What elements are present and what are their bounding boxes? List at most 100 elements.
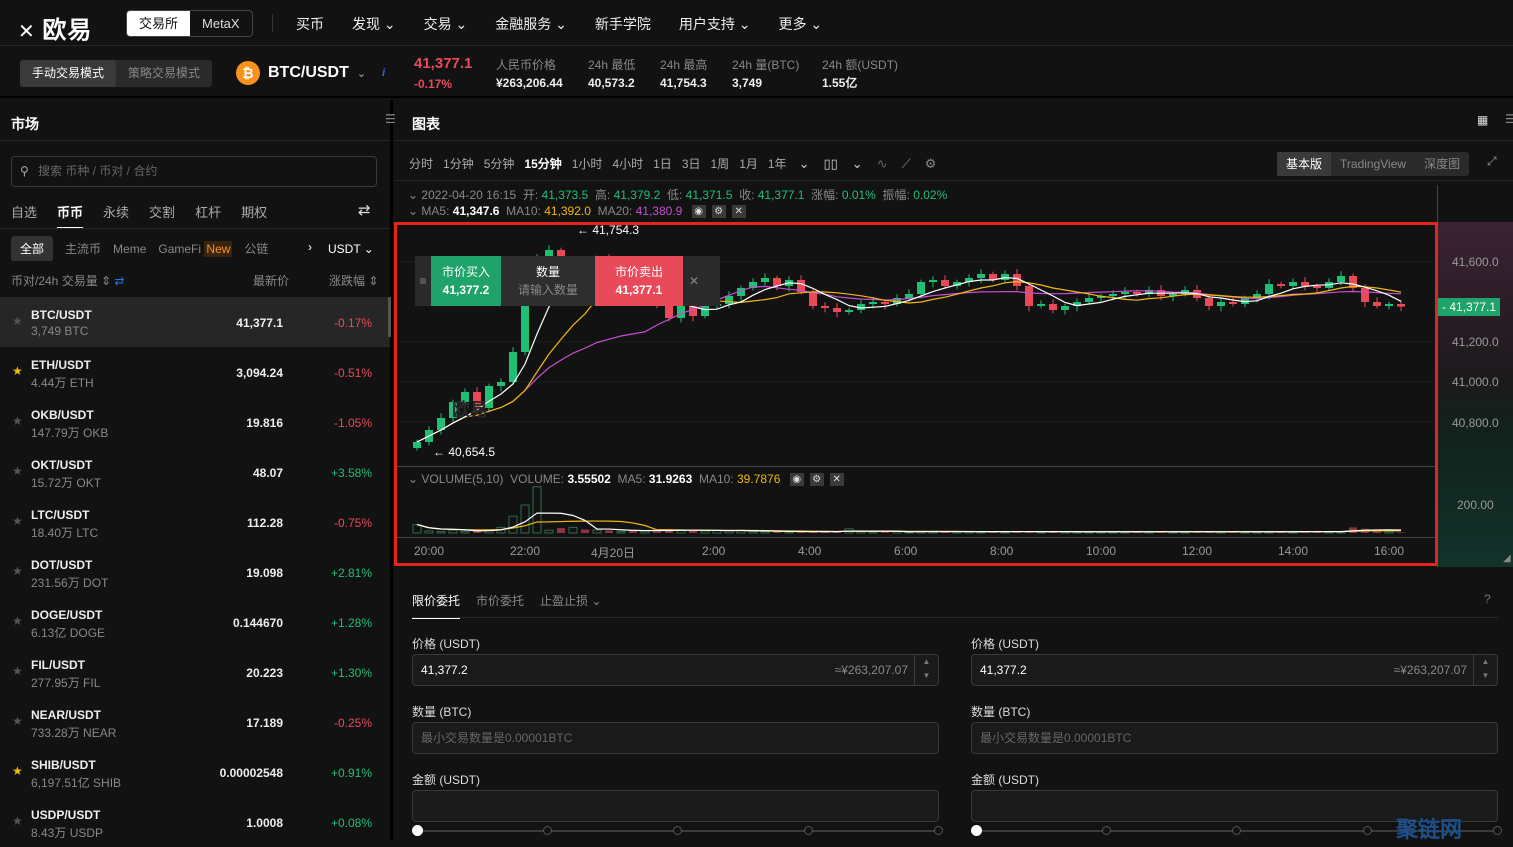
tab-limit[interactable]: 限价委托	[412, 592, 461, 619]
view-depth[interactable]: 深度图	[1424, 157, 1461, 171]
market-subtab[interactable]: Meme	[113, 242, 146, 256]
market-row[interactable]: ★ LTC/USDT 18.40万 LTC 112.28 -0.75%	[0, 497, 390, 547]
market-row[interactable]: ★ ETH/USDT 4.44万 ETH 3,094.24 -0.51%	[0, 347, 390, 397]
slider-stop[interactable]	[1362, 826, 1372, 835]
quantity-input[interactable]: 数量 请输入数量	[501, 256, 595, 306]
timeframe-option[interactable]: 1年	[767, 157, 787, 171]
timeframe-option[interactable]: 15分钟	[524, 157, 562, 171]
slider-stop[interactable]	[1493, 826, 1502, 835]
market-tab[interactable]: 自选	[11, 205, 38, 220]
slider-stop[interactable]	[1232, 826, 1241, 835]
star-icon[interactable]: ★	[12, 814, 23, 828]
close-icon[interactable]: ✕	[829, 473, 844, 487]
eye-icon[interactable]: ◉	[789, 473, 804, 487]
timeframe-option[interactable]: 1月	[739, 157, 758, 171]
timeframe-option[interactable]: 1日	[653, 157, 672, 171]
slider-stop[interactable]	[971, 825, 982, 836]
strategy-mode-tab[interactable]: 策略交易模式	[128, 66, 201, 80]
eye-icon[interactable]: ◉	[691, 205, 706, 219]
help-icon[interactable]: ?	[1484, 592, 1491, 606]
settings-icon[interactable]: ⚙	[924, 155, 937, 171]
market-row[interactable]: ★ SHIB/USDT 6,197.51亿 SHIB 0.00002548 +0…	[0, 747, 390, 797]
timeframe-option[interactable]: 1周	[710, 157, 730, 171]
market-buy-button[interactable]: 市价买入 41,377.2	[431, 256, 501, 306]
star-icon[interactable]: ★	[12, 464, 23, 478]
amount-input[interactable]	[971, 790, 1498, 822]
market-subtab[interactable]: 公链	[244, 240, 268, 257]
market-tab[interactable]: 期权	[241, 205, 268, 220]
candlestick-type-icon[interactable]: ▯▯	[823, 155, 838, 171]
star-icon[interactable]: ★	[12, 664, 23, 678]
market-subtab[interactable]: 主流币	[65, 240, 101, 257]
amount-slider[interactable]	[971, 825, 1502, 836]
slider-stop[interactable]	[542, 826, 552, 835]
okx-logo[interactable]: ✕ 欧易	[18, 17, 93, 44]
settings-icon[interactable]: ⚙	[711, 205, 726, 219]
close-icon[interactable]: ✕	[688, 274, 700, 288]
market-row[interactable]: ★ DOT/USDT 231.56万 DOT 19.098 +2.81%	[0, 547, 390, 597]
timeframe-option[interactable]: 1小时	[571, 157, 603, 171]
metax-tab[interactable]: MetaX	[202, 16, 240, 31]
timeframe-option[interactable]: 5分钟	[483, 157, 515, 171]
market-row[interactable]: ★ DOGE/USDT 6.13亿 DOGE 0.144670 +1.28%	[0, 597, 390, 647]
market-row[interactable]: ★ FIL/USDT 277.95万 FIL 20.223 +1.30%	[0, 647, 390, 697]
dropdown-icon[interactable]: ⌄	[798, 155, 810, 171]
market-row[interactable]: ★ BTC/USDT 3,749 BTC 41,377.1 -0.17%	[0, 297, 390, 347]
timeframe-option[interactable]: 分时	[409, 157, 434, 171]
star-icon[interactable]: ★	[12, 314, 23, 328]
pair-selector[interactable]: ₿ BTC/USDT ⌄ i	[236, 61, 385, 85]
tab-market[interactable]: 市价委托	[476, 594, 525, 608]
market-row[interactable]: ★ NEAR/USDT 733.28万 NEAR 17.189 -0.25%	[0, 697, 390, 747]
swap-icon[interactable]: ⇄	[358, 202, 371, 219]
info-icon[interactable]: i	[382, 67, 386, 79]
star-icon[interactable]: ★	[12, 364, 23, 378]
market-subtab[interactable]: GameFi New	[158, 240, 233, 257]
col-pair-volume[interactable]: 币对/24h 交易量 ⇕ ⇄	[11, 274, 125, 288]
timeframe-option[interactable]: 4小时	[612, 157, 644, 171]
col-change[interactable]: 涨跌幅 ⇕	[329, 274, 379, 288]
quote-select[interactable]: USDT ⌄	[328, 242, 374, 256]
market-tab[interactable]: 永续	[103, 205, 130, 220]
nav-item[interactable]: 金融服务 ⌄	[495, 14, 567, 34]
star-icon[interactable]: ★	[12, 764, 23, 778]
price-stepper[interactable]: ▲ ▼	[914, 655, 938, 685]
layout-grid-icon[interactable]: ▦	[1477, 113, 1489, 127]
price-input[interactable]: 41,377.2 ≈¥263,207.07 ▲ ▼	[971, 654, 1498, 686]
view-basic[interactable]: 基本版	[1277, 152, 1332, 176]
menu-icon[interactable]: ☰	[1505, 112, 1513, 126]
resize-handle-icon[interactable]: ◢	[1503, 553, 1511, 564]
pane-divider[interactable]	[396, 466, 1437, 467]
amount-input[interactable]	[412, 790, 939, 822]
tab-tpsl[interactable]: 止盈止损 ⌄	[540, 594, 602, 608]
market-sell-button[interactable]: 市价卖出 41,377.1	[595, 256, 683, 306]
nav-item[interactable]: 交易 ⌄	[424, 14, 468, 34]
chevron-right-icon[interactable]: ›	[308, 240, 312, 254]
star-icon[interactable]: ★	[12, 714, 23, 728]
market-row[interactable]: ★ OKT/USDT 15.72万 OKT 48.07 +3.58%	[0, 447, 390, 497]
quantity-input[interactable]: 最小交易数量是0.00001BTC	[412, 722, 939, 754]
market-tab[interactable]: 币币	[57, 202, 84, 229]
col-last-price[interactable]: 最新价	[253, 274, 290, 288]
nav-item[interactable]: 新手学院	[595, 14, 651, 34]
draw-tool-icon[interactable]: ⟋	[901, 155, 911, 171]
price-stepper[interactable]: ▲ ▼	[1473, 655, 1497, 685]
nav-item[interactable]: 用户支持 ⌄	[679, 14, 751, 34]
market-tab[interactable]: 交割	[149, 205, 176, 220]
quantity-input[interactable]: 最小交易数量是0.00001BTC	[971, 722, 1498, 754]
slider-stop[interactable]	[1101, 826, 1111, 835]
collapse-icon[interactable]: ⌄	[408, 204, 419, 218]
market-search-input[interactable]: ⚲ 搜索 币种 / 币对 / 合约	[11, 156, 377, 187]
drag-handle-icon[interactable]: ≡	[419, 274, 427, 288]
fullscreen-icon[interactable]: ⤢	[1487, 154, 1497, 168]
close-icon[interactable]: ✕	[731, 205, 746, 219]
menu-icon[interactable]: ☰	[385, 112, 396, 126]
star-icon[interactable]: ★	[12, 514, 23, 528]
slider-stop[interactable]	[412, 825, 423, 836]
timeframe-option[interactable]: 1分钟	[443, 157, 474, 171]
slider-stop[interactable]	[673, 826, 682, 835]
star-icon[interactable]: ★	[12, 414, 23, 428]
dropdown-icon[interactable]: ⌄	[851, 155, 863, 171]
market-row[interactable]: ★ OKB/USDT 147.79万 OKB 19.816 -1.05%	[0, 397, 390, 447]
market-subtab[interactable]: 全部	[11, 236, 54, 261]
timeframe-option[interactable]: 3日	[681, 157, 701, 171]
